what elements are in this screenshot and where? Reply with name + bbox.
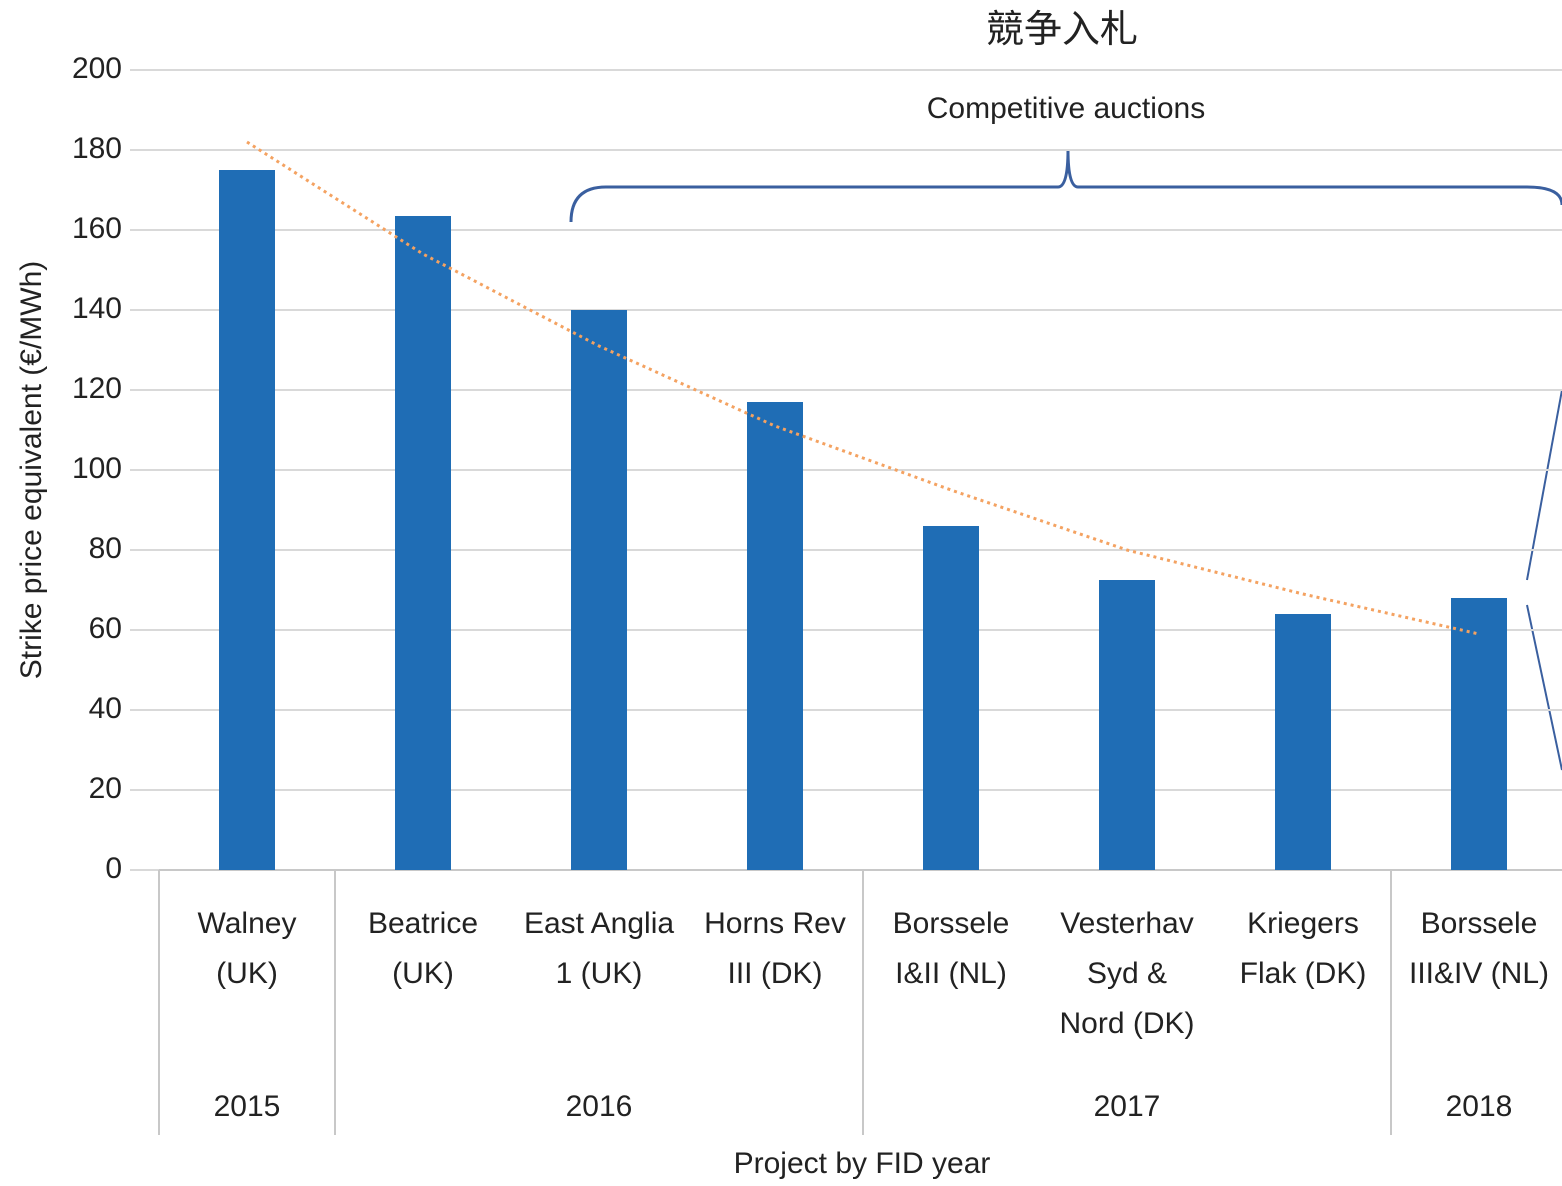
x-tick-label: Syd & <box>1087 957 1167 990</box>
group-label: 2016 <box>566 1090 633 1123</box>
x-tick-label: Borssele <box>1421 907 1538 940</box>
bar <box>747 402 803 870</box>
trendline <box>246 140 1480 636</box>
bracket <box>569 149 1562 223</box>
x-tick-label: Beatrice <box>368 907 478 940</box>
y-tick-label: 180 <box>72 132 122 165</box>
y-tick-label: 120 <box>72 372 122 405</box>
bar <box>571 310 627 870</box>
bar <box>1275 614 1331 870</box>
x-tick-label: 1 (UK) <box>556 957 643 990</box>
bar <box>923 526 979 870</box>
x-tick-label: Nord (DK) <box>1059 1007 1194 1040</box>
group-label: 2017 <box>1094 1090 1161 1123</box>
x-tick-label: (UK) <box>216 957 278 990</box>
x-tick-label: I&II (NL) <box>895 957 1007 990</box>
x-tick-label: Borssele <box>893 907 1010 940</box>
x-tick-label: East Anglia <box>524 907 674 940</box>
y-tick-label: 140 <box>72 292 122 325</box>
y-tick-label: 100 <box>72 452 122 485</box>
x-axis-label: Project by FID year <box>734 1147 991 1180</box>
x-tick-label: Horns Rev <box>704 907 846 940</box>
x-tick-label: III (DK) <box>728 957 823 990</box>
callout-line <box>1526 389 1562 581</box>
y-tick-label: 200 <box>72 52 122 85</box>
chart-title: 競争入札 <box>986 9 1138 51</box>
y-tick-label: 60 <box>89 612 122 645</box>
bar <box>1451 598 1507 870</box>
x-tick-label: III&IV (NL) <box>1409 957 1549 990</box>
callout-line <box>1526 604 1562 771</box>
group-label: 2018 <box>1446 1090 1513 1123</box>
y-tick-label: 160 <box>72 212 122 245</box>
x-tick-label: Walney <box>198 907 297 940</box>
y-tick-label: 0 <box>105 852 122 885</box>
x-tick-label: (UK) <box>392 957 454 990</box>
y-tick-label: 20 <box>89 772 122 805</box>
x-tick-label: Kriegers <box>1247 907 1359 940</box>
bar <box>1099 580 1155 870</box>
group-label: 2015 <box>214 1090 281 1123</box>
x-tick-label: Vesterhav <box>1060 907 1193 940</box>
bar <box>395 216 451 870</box>
bar <box>219 170 275 870</box>
y-tick-label: 40 <box>89 692 122 725</box>
annotation: Competitive auctions <box>927 92 1205 125</box>
y-tick-label: 80 <box>89 532 122 565</box>
y-axis-label: Strike price equivalent (€/MWh) <box>15 261 48 679</box>
x-tick-label: Flak (DK) <box>1240 957 1367 990</box>
